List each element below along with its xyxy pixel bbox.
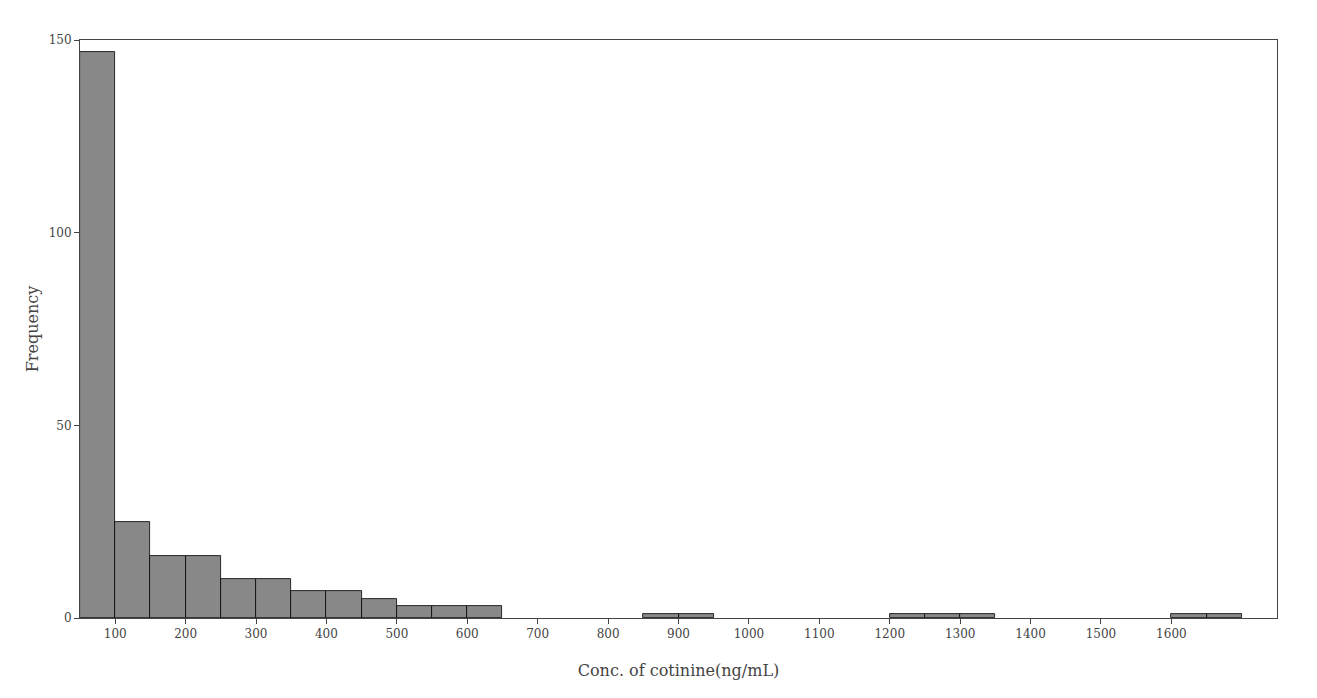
svg-text:150: 150	[49, 33, 72, 47]
svg-text:1000: 1000	[734, 627, 765, 641]
svg-text:300: 300	[245, 627, 268, 641]
svg-text:800: 800	[597, 627, 620, 641]
svg-text:Conc. of cotinine(ng/mL): Conc. of cotinine(ng/mL)	[578, 661, 780, 680]
svg-text:100: 100	[49, 226, 72, 240]
svg-text:100: 100	[104, 627, 127, 641]
svg-text:0: 0	[64, 611, 72, 625]
svg-text:1500: 1500	[1086, 627, 1117, 641]
svg-text:700: 700	[526, 627, 549, 641]
svg-text:1600: 1600	[1156, 627, 1187, 641]
svg-text:1200: 1200	[874, 627, 905, 641]
svg-text:500: 500	[385, 627, 408, 641]
svg-text:600: 600	[456, 627, 479, 641]
svg-text:900: 900	[667, 627, 690, 641]
svg-text:1400: 1400	[1015, 627, 1046, 641]
svg-text:50: 50	[56, 419, 71, 433]
svg-text:Frequency: Frequency	[23, 286, 42, 373]
svg-text:200: 200	[174, 627, 197, 641]
svg-text:1300: 1300	[945, 627, 976, 641]
svg-text:400: 400	[315, 627, 338, 641]
svg-text:1100: 1100	[804, 627, 835, 641]
